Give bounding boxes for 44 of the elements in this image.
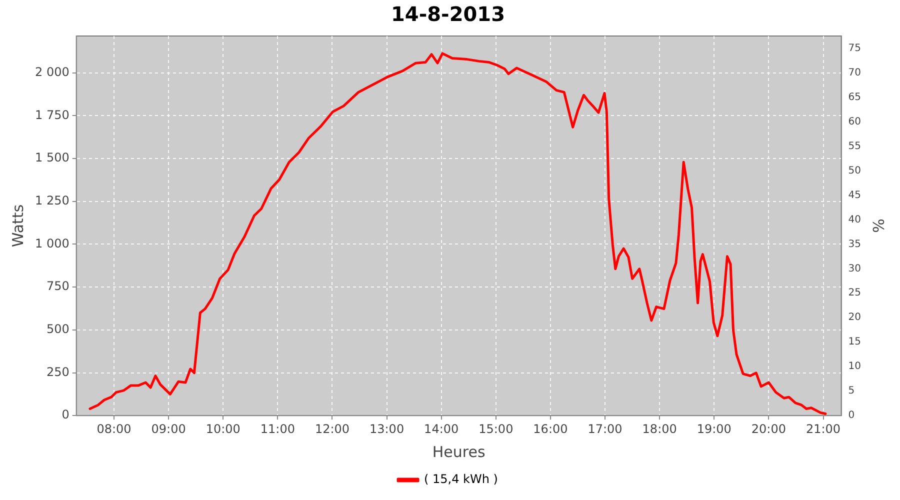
y-tick-label: 1 750 (34, 108, 70, 122)
x-tick-label: 17:00 (588, 422, 622, 436)
y2-tick-label: 75 (848, 42, 862, 54)
y-tick-label: 250 (46, 364, 70, 379)
chart-title: 14-8-2013 (390, 2, 506, 26)
y2-tick-label: 15 (848, 336, 862, 348)
x-tick-label: 10:00 (206, 422, 240, 436)
y-axis-title: Watts (8, 204, 27, 248)
x-tick-label: 13:00 (370, 422, 404, 436)
x-tick-label: 16:00 (533, 422, 568, 436)
y2-axis-title: % (869, 218, 888, 233)
y2-tick-label: 5 (848, 386, 855, 397)
y-tick-label: 0 (62, 408, 70, 422)
x-tick-label: 18:00 (642, 422, 677, 436)
x-tick-label: 09:00 (151, 422, 186, 436)
x-tick-label: 15:00 (478, 422, 514, 436)
x-tick-label: 12:00 (314, 422, 350, 436)
y2-tick-label: 50 (848, 165, 862, 176)
y2-tick-label: 30 (848, 263, 862, 274)
y2-tick-label: 55 (848, 140, 862, 152)
y2-tick-label: 20 (848, 312, 862, 324)
y2-tick-label: 25 (848, 288, 862, 299)
y2-tick-label: 65 (848, 92, 862, 103)
y2-tick-label: 10 (848, 361, 862, 372)
x-tick-label: 20:00 (751, 422, 786, 436)
y2-tick-label: 45 (848, 190, 862, 201)
y-tick-label: 1 250 (34, 194, 70, 208)
y2-tick-label: 35 (848, 238, 862, 250)
y-tick-label: 750 (46, 279, 70, 294)
y2-tick-label: 60 (848, 116, 862, 128)
legend-label: ( 15,4 kWh ) (424, 472, 498, 486)
y2-tick-label: 0 (848, 410, 855, 422)
y-tick-label: 500 (46, 322, 70, 336)
y-tick-label: 1 500 (34, 150, 70, 165)
x-tick-label: 11:00 (260, 422, 295, 436)
x-tick-label: 14:00 (424, 422, 459, 436)
x-tick-label: 21:00 (806, 422, 841, 436)
x-axis-title: Heures (432, 442, 486, 461)
y2-tick-label: 70 (848, 67, 862, 78)
y-tick-label: 2 000 (34, 64, 70, 79)
x-tick-label: 08:00 (96, 422, 132, 436)
x-tick-label: 19:00 (696, 422, 732, 436)
y-tick-label: 1 000 (34, 236, 70, 250)
y2-tick-label: 40 (848, 214, 862, 226)
